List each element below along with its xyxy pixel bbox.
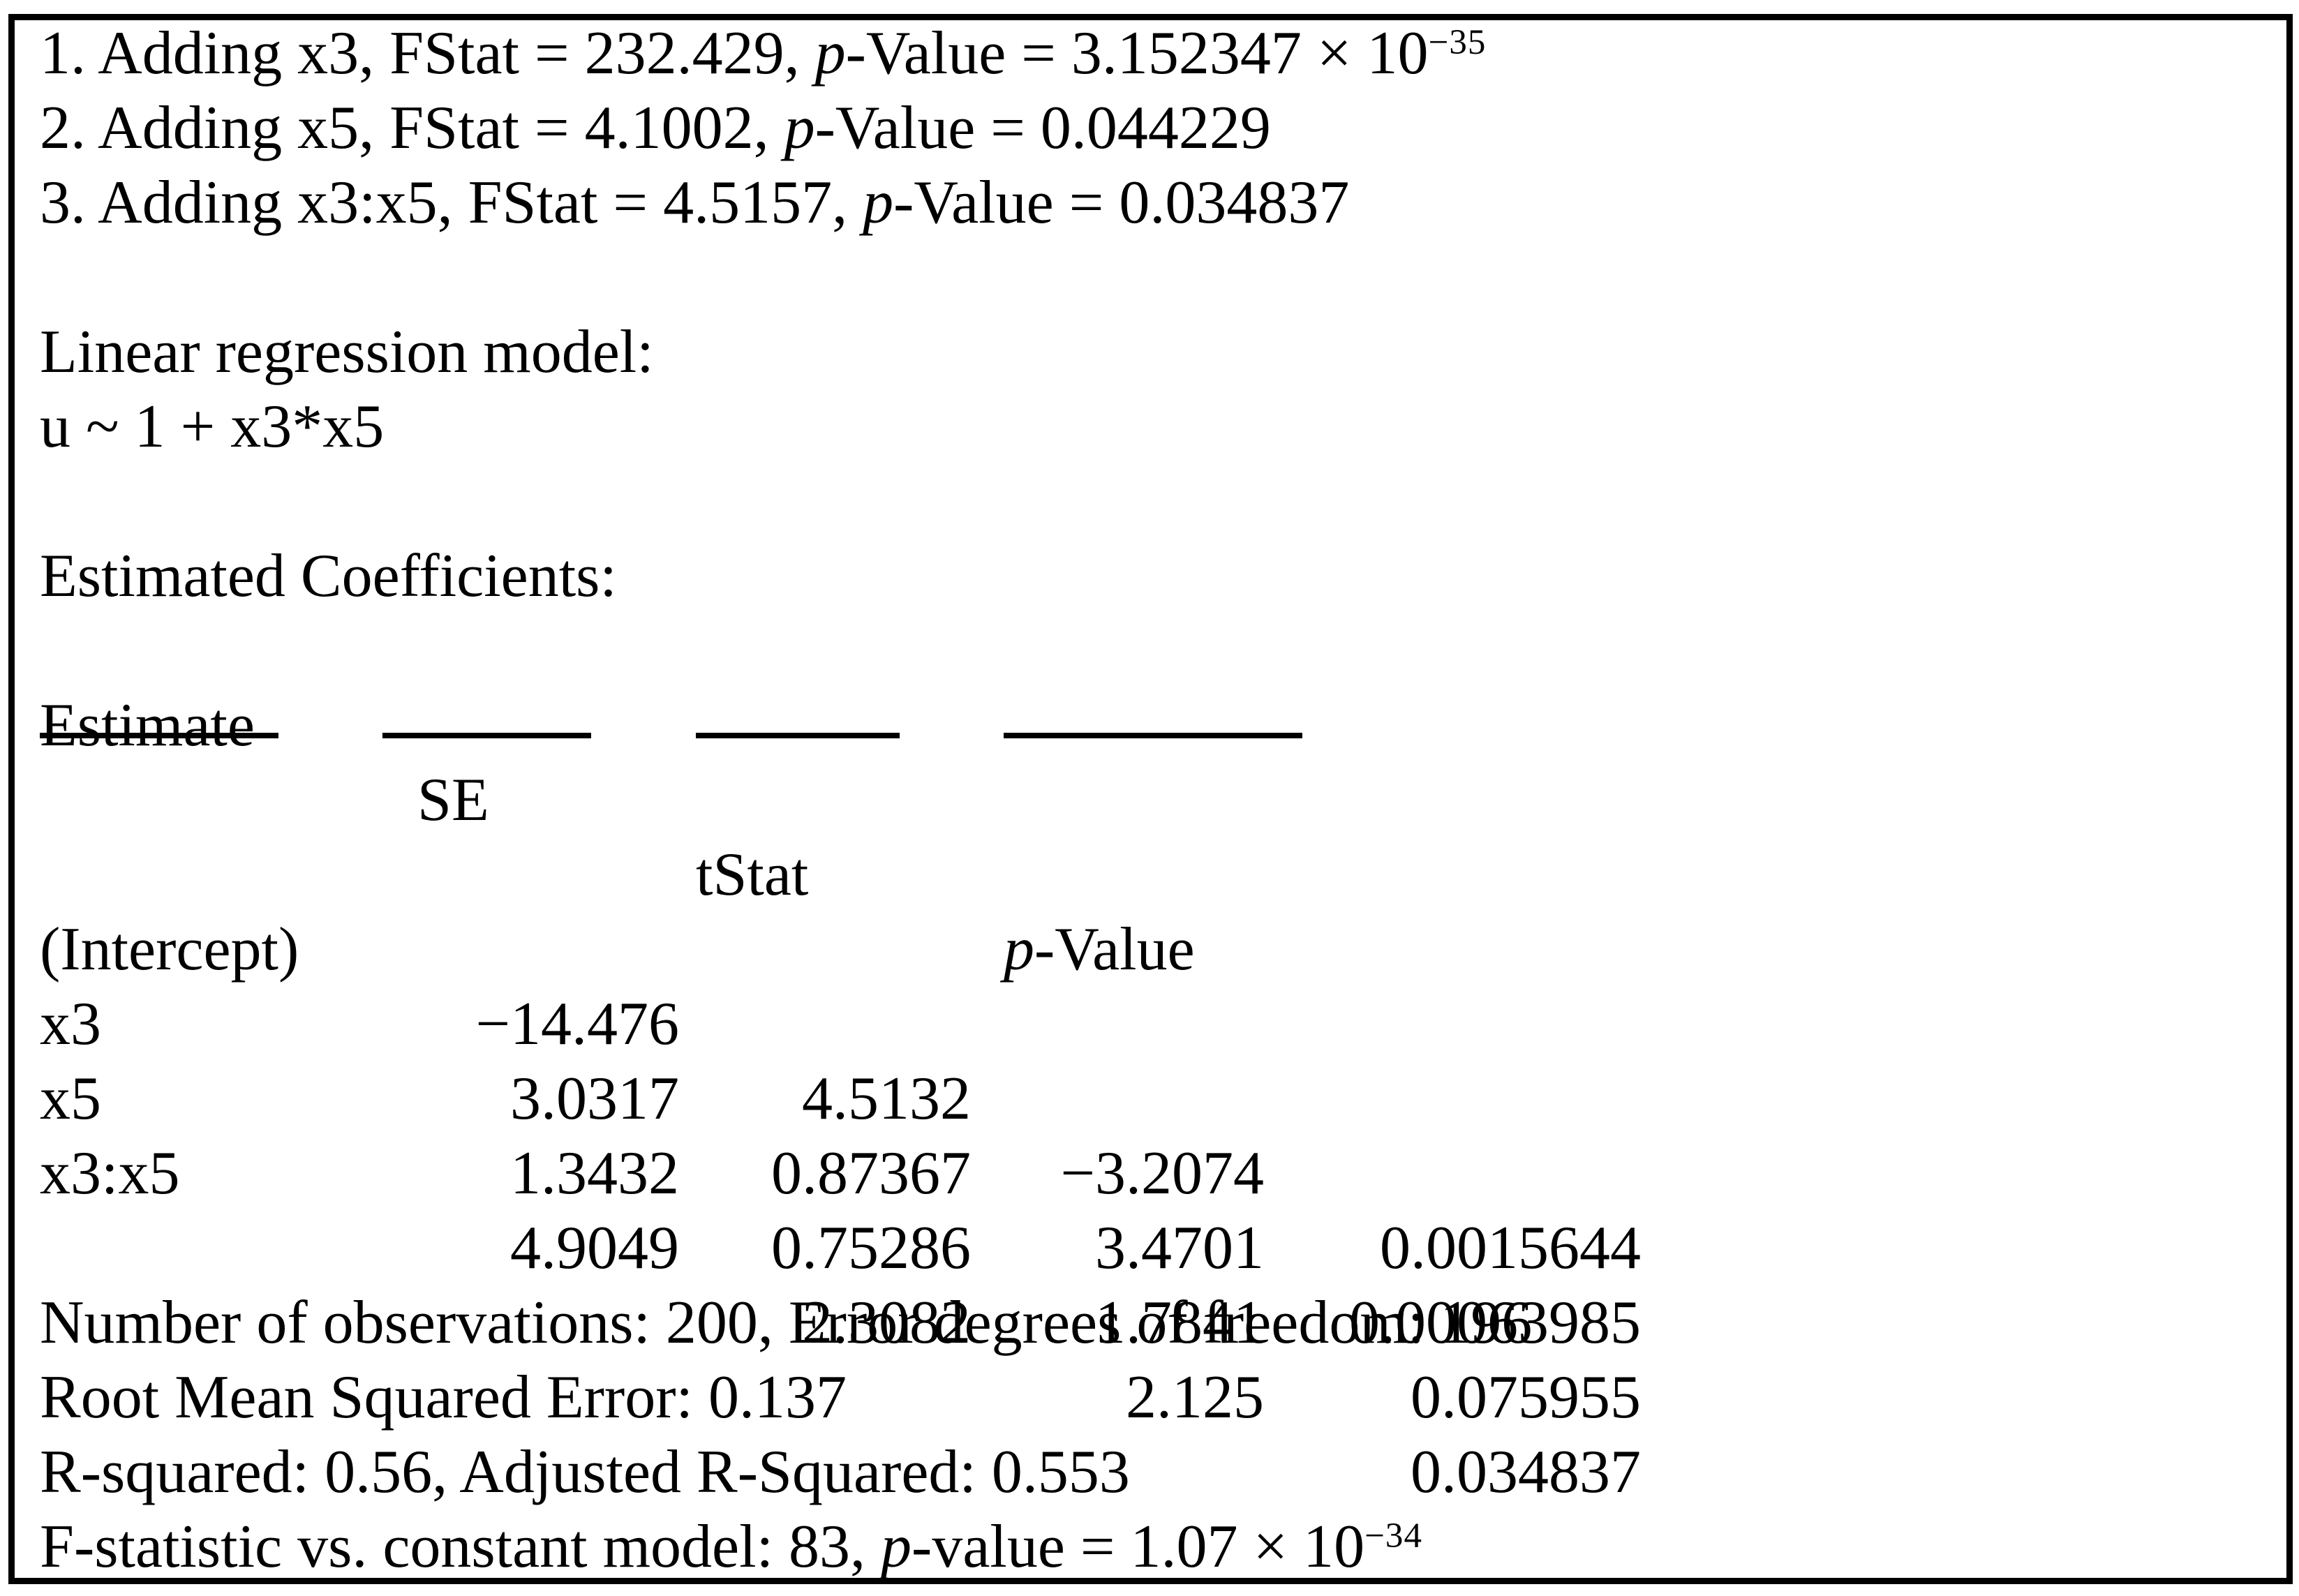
cell-se: 0.75286 bbox=[771, 1214, 971, 1282]
cell-pvalue: 0.075955 bbox=[1411, 1364, 1641, 1431]
model-title: Linear regression model: bbox=[40, 318, 654, 386]
cell-estimate: 1.3432 bbox=[510, 1140, 679, 1207]
rsquared-text: R-squared: 0.56, Adjusted R-Squared: 0.5… bbox=[40, 1438, 1130, 1506]
fstatistic-value: -value = 1.07 × 10 bbox=[912, 1513, 1365, 1581]
step-line-3: 3. Adding x3:x5, FStat = 4.5157, p-Value… bbox=[15, 165, 2286, 240]
step-3-p-symbol: p bbox=[863, 169, 894, 237]
cell-estimate: 3.0317 bbox=[510, 1065, 679, 1133]
cell-estimate: 4.9049 bbox=[510, 1214, 679, 1282]
header-se: SE bbox=[417, 766, 489, 834]
coefficients-underline-row bbox=[15, 688, 2286, 763]
fstatistic-line: F-statistic vs. constant model: 83, p-va… bbox=[15, 1509, 2286, 1581]
step-1-text: 1. Adding x3, FStat = 232.429, bbox=[40, 20, 815, 87]
step-2-text: 2. Adding x5, FStat = 4.1002, bbox=[40, 94, 784, 162]
rmse-text: Root Mean Squared Error: 0.137 bbox=[40, 1364, 847, 1431]
table-row-intercept: (Intercept) −14.476 4.5132 −3.2074 0.001… bbox=[15, 837, 2286, 1282]
header-pvalue: p-Value bbox=[1004, 912, 1195, 987]
step-2-value: -Value = 0.044229 bbox=[814, 94, 1271, 162]
table-row-x5: x5 1.3432 0.75286 1.7841 0.075955 bbox=[15, 987, 2286, 1431]
step-1-value: -Value = 3.152347 × 10 bbox=[845, 20, 1429, 87]
header-estimate: Estimate bbox=[40, 692, 255, 759]
blank-line bbox=[15, 1136, 2286, 1211]
cell-tstat: −3.2074 bbox=[1060, 1140, 1264, 1207]
rmse-line: Root Mean Squared Error: 0.137 bbox=[15, 1360, 2286, 1435]
table-row-x3-x5: x3:x5 4.9049 2.3082 2.125 0.034837 bbox=[15, 1061, 2286, 1506]
cell-pvalue: 0.00063985 bbox=[1349, 1289, 1641, 1357]
model-title-line: Linear regression model: bbox=[15, 315, 2286, 389]
rsquared-line: R-squared: 0.56, Adjusted R-Squared: 0.5… bbox=[15, 1435, 2286, 1509]
observations-line: Number of observations: 200, Error degre… bbox=[15, 1285, 2286, 1360]
fstatistic-text: F-statistic vs. constant model: 83, bbox=[40, 1513, 881, 1581]
step-line-2: 2. Adding x5, FStat = 4.1002, p-Value = … bbox=[15, 91, 2286, 165]
step-1-p-symbol: p bbox=[814, 20, 846, 87]
blank-line bbox=[15, 763, 2286, 837]
blank-line bbox=[15, 1211, 2286, 1285]
step-3-text: 3. Adding x3:x5, FStat = 4.5157, bbox=[40, 169, 863, 237]
step-2-p-symbol: p bbox=[784, 94, 815, 162]
step-1-exponent: −35 bbox=[1428, 23, 1487, 62]
step-3-value: -Value = 0.034837 bbox=[893, 169, 1350, 237]
coefficients-title-line: Estimated Coefficients: bbox=[15, 539, 2286, 613]
fstatistic-exponent: −34 bbox=[1364, 1516, 1422, 1556]
cell-pvalue: 0.0015644 bbox=[1380, 1214, 1641, 1282]
row-label: x3:x5 bbox=[40, 1140, 180, 1207]
header-pvalue-p-symbol: p bbox=[1004, 916, 1034, 983]
step-line-1: 1. Adding x3, FStat = 232.429, p-Value =… bbox=[15, 20, 2286, 91]
cell-pvalue: 0.034837 bbox=[1411, 1438, 1641, 1506]
cell-tstat: 2.125 bbox=[1126, 1364, 1264, 1431]
cell-tstat: 3.4701 bbox=[1095, 1214, 1264, 1282]
coefficients-header-row: Estimate SE tStat p-Value bbox=[15, 613, 2286, 983]
fstatistic-p-symbol: p bbox=[881, 1513, 912, 1581]
header-tstat: tStat bbox=[696, 841, 809, 909]
cell-se: 0.87367 bbox=[771, 1140, 971, 1207]
blank-line bbox=[15, 464, 2286, 539]
regression-output: 1. Adding x3, FStat = 232.429, p-Value =… bbox=[15, 20, 2286, 1581]
underline-tstat bbox=[696, 733, 900, 738]
header-pvalue-rest: -Value bbox=[1034, 916, 1195, 983]
underline-estimate bbox=[40, 733, 278, 738]
blank-line bbox=[15, 240, 2286, 315]
row-label: (Intercept) bbox=[40, 916, 299, 983]
table-row-x3: x3 3.0317 0.87367 3.4701 0.00063985 bbox=[15, 912, 2286, 1357]
model-formula-line: u ~ 1 + x3*x5 bbox=[15, 389, 2286, 464]
cell-se: 4.5132 bbox=[802, 1065, 971, 1133]
cell-tstat: 1.7841 bbox=[1095, 1289, 1264, 1357]
row-label: x3 bbox=[40, 990, 101, 1058]
model-formula: u ~ 1 + x3*x5 bbox=[40, 393, 385, 461]
underline-pvalue bbox=[1004, 733, 1302, 738]
observations-text: Number of observations: 200, Error degre… bbox=[40, 1289, 1533, 1357]
cell-se: 2.3082 bbox=[802, 1289, 971, 1357]
coefficients-title: Estimated Coefficients: bbox=[40, 542, 617, 610]
cell-estimate: −14.476 bbox=[475, 990, 679, 1058]
row-label: x5 bbox=[40, 1065, 101, 1133]
output-box: 1. Adding x3, FStat = 232.429, p-Value =… bbox=[8, 14, 2293, 1584]
underline-se bbox=[382, 733, 591, 738]
